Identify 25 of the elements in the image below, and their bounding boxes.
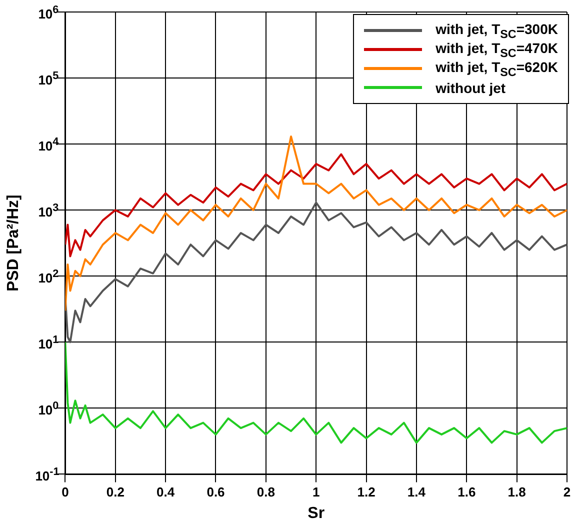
y-tick-label: 10$^{-1}$ xyxy=(35,466,60,484)
x-tick-label: 0.4 xyxy=(156,484,176,500)
x-tick-label: 0.8 xyxy=(256,484,275,500)
legend-label: without jet xyxy=(436,80,506,96)
legend-label: with jet, T$_{SC}$=620K xyxy=(436,58,558,78)
x-tick-label: 1 xyxy=(312,484,320,500)
x-tick-label: 0 xyxy=(62,484,69,500)
y-tick-label: 10$^{4}$ xyxy=(38,136,59,153)
y-tick-label: 10$^{0}$ xyxy=(38,400,59,417)
x-tick-label: 2 xyxy=(563,484,571,500)
y-tick-label: 10$^{5}$ xyxy=(38,70,59,87)
legend-label: with jet, T$_{SC}$=470K xyxy=(436,40,558,60)
x-tick-label: 1.8 xyxy=(508,484,526,500)
x-tick-label: 0.2 xyxy=(106,484,124,500)
x-tick-label: 1.6 xyxy=(458,484,476,500)
legend-label: with jet, T$_{SC}$=300K xyxy=(436,20,558,40)
y-tick-label: 10$^{6}$ xyxy=(38,4,59,21)
x-tick-label: 1.4 xyxy=(407,484,426,500)
y-axis-title: PSD [Pa²/Hz] xyxy=(5,194,22,292)
x-tick-label: 0.6 xyxy=(206,484,225,500)
y-tick-label: 10$^{2}$ xyxy=(38,268,59,285)
x-tick-label: 1.2 xyxy=(357,484,376,500)
y-tick-label: 10$^{3}$ xyxy=(38,202,59,219)
x-axis-title: Sr xyxy=(308,504,325,522)
y-tick-label: 10$^{1}$ xyxy=(38,334,59,351)
